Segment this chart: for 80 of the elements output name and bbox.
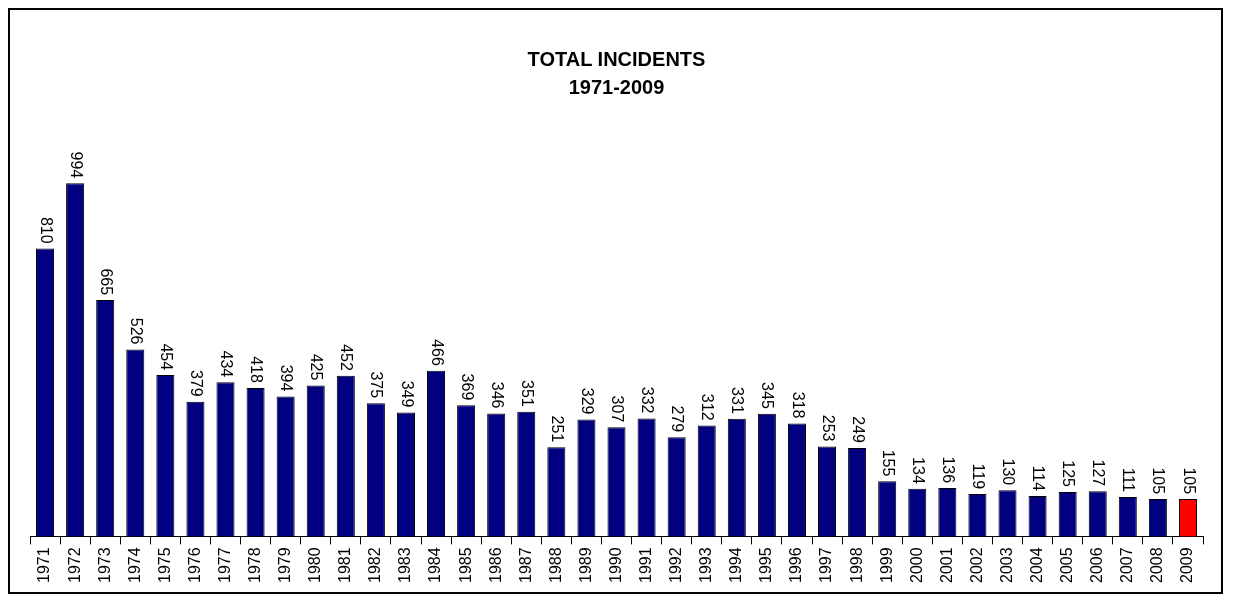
data-label: 318 xyxy=(789,391,807,419)
x-tick-label: 2004 xyxy=(1027,547,1045,583)
data-label: 665 xyxy=(97,268,115,296)
data-label: 345 xyxy=(759,382,777,409)
data-label: 375 xyxy=(368,371,386,399)
data-label: 114 xyxy=(1030,465,1048,491)
data-label: 251 xyxy=(548,415,566,443)
x-tick-label: 1983 xyxy=(396,547,414,583)
x-tick-label: 1988 xyxy=(546,547,564,583)
x-tick-label: 1990 xyxy=(606,547,624,583)
x-tick-label: 1975 xyxy=(155,547,173,583)
data-label: 331 xyxy=(729,387,747,414)
x-tick-label: 2009 xyxy=(1178,547,1196,583)
x-tick-label: 1991 xyxy=(636,547,654,583)
chart-subtitle: 1971-2009 xyxy=(568,75,665,98)
data-label: 105 xyxy=(1150,467,1168,495)
x-tick-label: 1978 xyxy=(245,547,263,583)
x-tick-label: 1995 xyxy=(757,547,775,583)
x-tick-label: 1992 xyxy=(667,547,685,583)
data-label: 810 xyxy=(37,216,55,244)
x-tick-label: 1999 xyxy=(877,547,895,583)
data-label: 125 xyxy=(1060,460,1078,488)
x-tick-label: 1986 xyxy=(486,547,504,583)
data-label: 155 xyxy=(879,449,897,477)
x-tick-label: 1984 xyxy=(426,547,444,583)
x-tick-label: 2006 xyxy=(1088,547,1106,583)
data-label: 307 xyxy=(609,395,627,423)
x-tick-label: 1971 xyxy=(35,547,53,583)
x-tick-label: 2008 xyxy=(1148,547,1166,583)
data-label: 369 xyxy=(458,373,476,401)
data-label: 111 xyxy=(1120,467,1138,493)
x-tick-label: 1979 xyxy=(276,547,294,583)
data-label: 434 xyxy=(218,350,236,378)
x-tick-label: 1987 xyxy=(516,547,534,583)
x-tick-label: 1985 xyxy=(456,547,474,583)
x-tick-label: 2005 xyxy=(1058,547,1076,583)
data-label: 466 xyxy=(428,339,446,366)
data-label: 136 xyxy=(939,456,957,484)
x-tick-label: 1980 xyxy=(306,547,324,583)
data-label: 253 xyxy=(819,414,837,442)
x-tick-label: 2001 xyxy=(937,547,955,583)
data-label: 279 xyxy=(669,405,687,433)
x-tick-label: 2007 xyxy=(1118,547,1136,583)
data-label: 425 xyxy=(308,353,326,381)
data-label: 994 xyxy=(67,151,85,179)
x-tick-label: 1993 xyxy=(697,547,715,583)
x-tick-label: 1998 xyxy=(847,547,865,583)
data-label: 452 xyxy=(338,344,356,371)
x-tick-label: 1989 xyxy=(576,547,594,583)
x-tick-label: 2002 xyxy=(967,547,985,583)
x-tick-label: 1996 xyxy=(787,547,805,583)
x-tick-label: 1973 xyxy=(95,547,113,583)
data-label: 418 xyxy=(248,356,266,383)
x-tick-label: 1977 xyxy=(215,547,233,583)
chart-title: TOTAL INCIDENTS xyxy=(527,47,706,70)
data-label: 379 xyxy=(188,370,206,397)
data-label: 351 xyxy=(518,379,536,407)
x-tick-label: 1981 xyxy=(336,547,354,583)
data-label: 454 xyxy=(157,343,175,371)
x-tick-label: 2000 xyxy=(907,547,925,583)
x-tick-label: 2003 xyxy=(997,547,1015,583)
data-label: 127 xyxy=(1090,459,1108,487)
data-label: 105 xyxy=(1180,467,1198,495)
data-label: 134 xyxy=(909,457,927,484)
x-tick-label: 1994 xyxy=(727,547,745,583)
data-label: 249 xyxy=(849,416,867,444)
x-tick-label: 1997 xyxy=(817,547,835,583)
data-label: 312 xyxy=(699,393,717,421)
data-label: 329 xyxy=(579,387,597,415)
x-tick-label: 1974 xyxy=(125,547,143,583)
data-label: 346 xyxy=(488,381,506,409)
x-tick-label: 1972 xyxy=(65,547,83,583)
data-label: 394 xyxy=(278,364,296,392)
x-tick-label: 1982 xyxy=(366,547,384,583)
x-tick-label: 1976 xyxy=(185,547,203,583)
data-label: 349 xyxy=(398,380,416,408)
data-label: 332 xyxy=(639,386,657,414)
data-label: 526 xyxy=(127,317,145,345)
data-label: 119 xyxy=(970,463,988,490)
data-label: 130 xyxy=(1000,458,1018,486)
